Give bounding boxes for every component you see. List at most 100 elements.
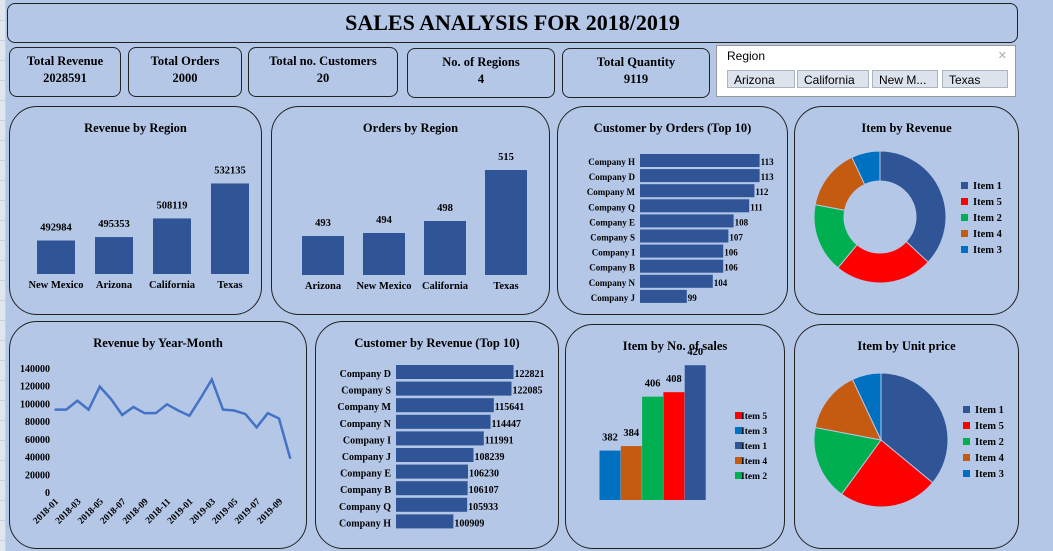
legend-swatch	[963, 422, 970, 429]
row-divider	[0, 260, 5, 261]
category-label: Company D	[340, 369, 391, 380]
data-label: 111991	[485, 435, 514, 446]
kpi-no-of-regions: No. of Regions 4	[407, 48, 555, 98]
data-label: 493	[315, 218, 331, 229]
kpi-value: 2000	[172, 71, 198, 85]
legend-label: Item 1	[741, 442, 767, 452]
category-label: Company Q	[588, 202, 635, 212]
bar	[396, 414, 491, 429]
row-divider	[0, 240, 5, 241]
data-point	[76, 399, 79, 402]
panel-revenue-by-region: Revenue by Region 492984 New Mexico 495353…	[9, 106, 262, 315]
kpi-label: Total Revenue	[26, 54, 104, 68]
y-tick-label: 100000	[20, 399, 50, 410]
item-by-unit-price-chart: Item 1 Item 5 Item 2 Item 4 Item 3	[813, 372, 1005, 508]
bar	[211, 183, 249, 274]
legend-label: Item 2	[741, 472, 767, 482]
slicer-item-texas[interactable]: Texas	[942, 70, 1008, 88]
clear-filter-icon[interactable]: ✕	[997, 50, 1007, 62]
row-header-strip	[0, 0, 6, 551]
series-line	[55, 376, 292, 459]
row-divider	[0, 80, 5, 81]
bar	[396, 365, 514, 379]
data-point	[233, 409, 235, 412]
bar	[363, 233, 405, 275]
data-label: 122085	[512, 386, 542, 397]
data-point	[99, 385, 101, 388]
data-label: 115641	[495, 402, 524, 413]
legend-swatch	[961, 214, 968, 221]
category-label: Company B	[589, 263, 635, 273]
pie-slice	[879, 150, 947, 263]
category-label: California	[422, 281, 469, 292]
data-point	[255, 426, 258, 429]
region-slicer[interactable]: Region ✕ Arizona California New M... Tex…	[716, 45, 1016, 97]
data-label: 106	[724, 263, 738, 273]
customer-by-orders-chart: Company H 113 Company D 113 Company M 112 Comp…	[587, 154, 774, 303]
category-label: Company N	[340, 419, 392, 430]
pie-slice	[813, 426, 882, 495]
bar	[396, 514, 454, 529]
y-tick-label: 40000	[25, 453, 50, 464]
bar	[153, 218, 191, 274]
data-label: 122821	[515, 369, 545, 380]
category-label: Company I	[592, 248, 636, 258]
x-tick-label: 2019-09	[256, 497, 286, 527]
pie-slice	[851, 372, 882, 441]
slicer-item-new-mexico[interactable]: New M...	[872, 70, 938, 88]
category-label: Company D	[589, 172, 636, 182]
category-label: Company E	[340, 469, 391, 480]
data-label: 384	[623, 428, 640, 439]
category-label: Company J	[342, 452, 391, 463]
chart-title: Customer by Revenue (Top 10)	[354, 336, 520, 350]
orders-by-region-chart: 493 Arizona 494 New Mexico 498 California 515 T…	[302, 152, 527, 292]
legend-label: Item 1	[973, 181, 1002, 192]
bar	[640, 289, 687, 303]
data-label: 114447	[492, 419, 521, 430]
chart-title: Item by No. of sales	[622, 339, 728, 353]
chart-title: Customer by Orders (Top 10)	[593, 121, 752, 135]
bar	[684, 365, 706, 500]
bar	[640, 259, 724, 273]
data-point	[244, 413, 247, 415]
legend-label: Item 3	[973, 245, 1002, 256]
bar	[396, 497, 468, 512]
pie-slice	[880, 372, 949, 484]
legend-swatch	[735, 457, 742, 464]
data-label: 107	[729, 233, 743, 243]
category-label: Company N	[589, 278, 636, 288]
data-point	[177, 409, 179, 412]
bar	[599, 450, 621, 500]
bar	[640, 274, 713, 288]
slicer-item-california[interactable]: California	[797, 70, 869, 88]
legend-swatch	[961, 230, 968, 237]
data-point	[121, 414, 123, 416]
row-divider	[0, 520, 5, 521]
category-label: Company H	[339, 518, 391, 529]
row-divider	[0, 160, 5, 161]
category-label: Company M	[337, 402, 391, 413]
row-divider	[0, 400, 5, 401]
data-label: 515	[498, 152, 514, 163]
legend-swatch	[961, 182, 968, 189]
legend-swatch	[735, 427, 742, 434]
pie-slice	[840, 439, 934, 508]
bar	[640, 214, 734, 228]
data-label: 111	[750, 202, 763, 212]
row-divider	[0, 500, 5, 501]
slicer-item-arizona[interactable]: Arizona	[727, 70, 795, 88]
row-divider	[0, 200, 5, 201]
data-point	[199, 397, 202, 399]
legend-swatch	[963, 438, 970, 445]
data-label: 104	[714, 278, 728, 288]
kpi-value: 20	[316, 71, 330, 85]
chart-title: Item by Unit price	[857, 339, 956, 353]
row-divider	[0, 140, 5, 141]
bar	[396, 481, 468, 496]
data-point	[211, 378, 213, 381]
y-tick-label: 140000	[20, 364, 50, 375]
data-point	[188, 415, 191, 417]
row-divider	[0, 460, 5, 461]
data-label: 106230	[469, 469, 499, 480]
data-point	[278, 417, 280, 420]
